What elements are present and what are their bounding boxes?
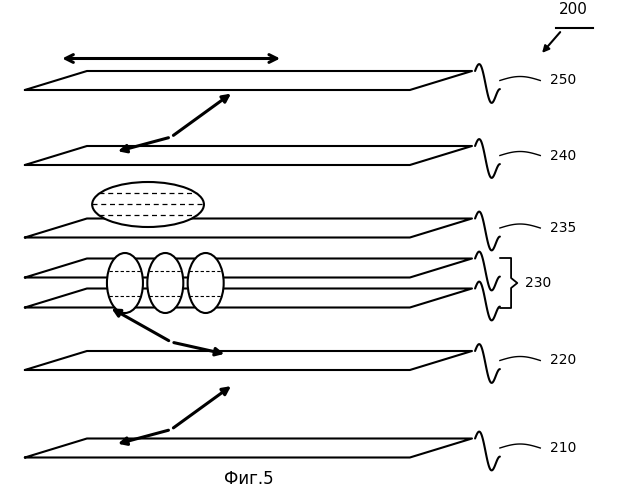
Text: Фиг.5: Фиг.5 <box>224 470 273 488</box>
Polygon shape <box>25 218 472 238</box>
Polygon shape <box>25 258 472 278</box>
Text: 230: 230 <box>525 276 551 290</box>
Polygon shape <box>25 438 472 458</box>
Polygon shape <box>25 288 472 308</box>
Polygon shape <box>25 146 472 165</box>
Text: 210: 210 <box>550 441 576 455</box>
Ellipse shape <box>107 253 143 313</box>
Text: 250: 250 <box>550 74 576 88</box>
Ellipse shape <box>92 182 204 227</box>
Text: 235: 235 <box>550 221 576 235</box>
Ellipse shape <box>188 253 224 313</box>
Text: 240: 240 <box>550 148 576 162</box>
Polygon shape <box>25 351 472 370</box>
Text: 220: 220 <box>550 354 576 368</box>
Text: 200: 200 <box>559 2 587 18</box>
Polygon shape <box>25 71 472 90</box>
Ellipse shape <box>147 253 183 313</box>
